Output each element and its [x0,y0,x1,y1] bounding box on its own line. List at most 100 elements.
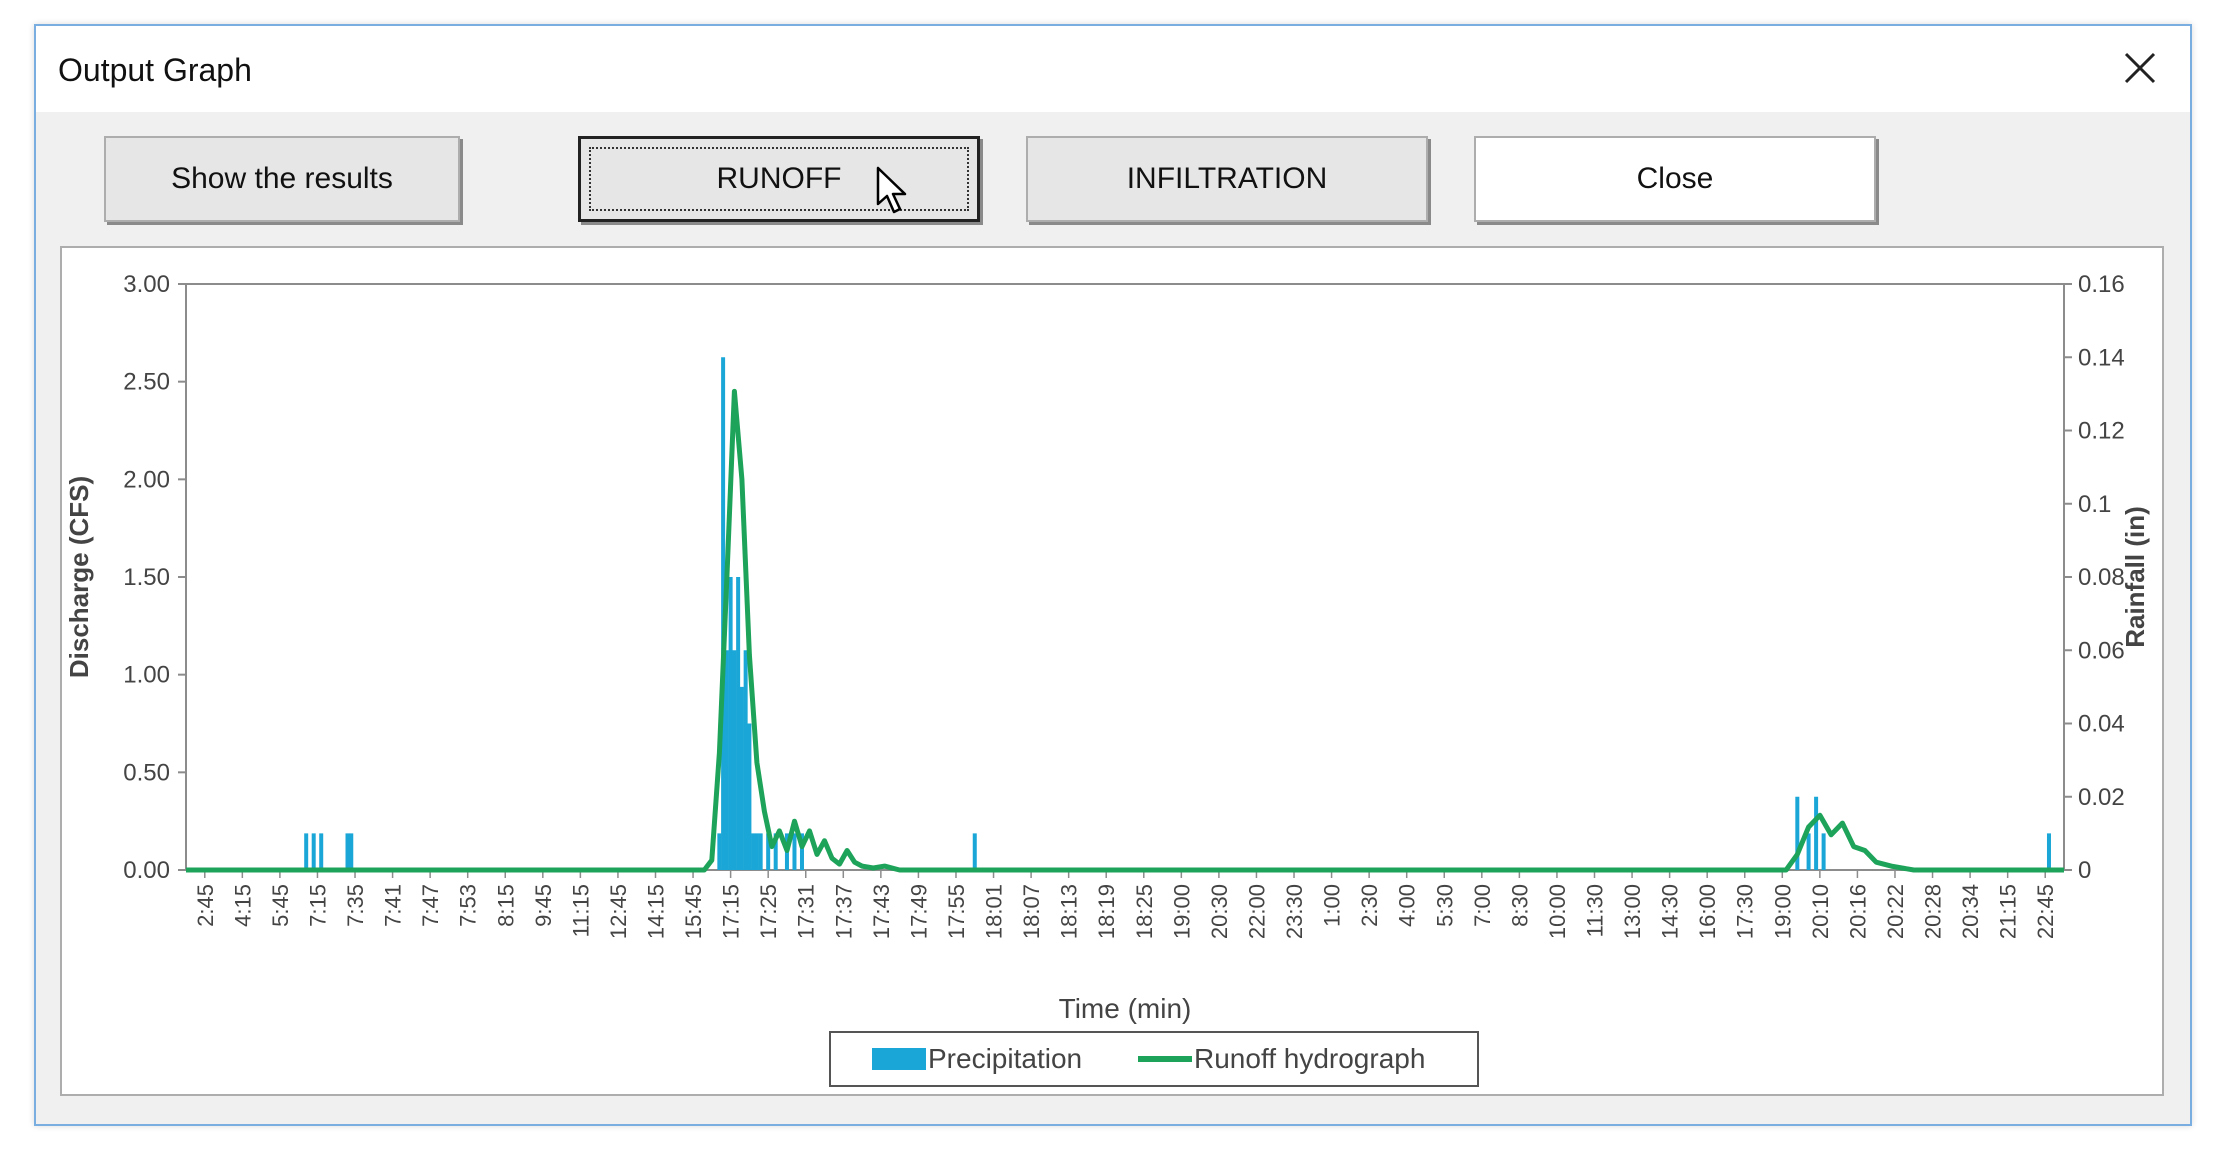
y2-tick-label: 0.04 [2078,711,2125,738]
x-tick-label: 22:00 [1244,884,1269,939]
x-tick-label: 22:45 [2033,884,2058,939]
infiltration-button[interactable]: INFILTRATION [1026,136,1428,222]
y2-axis-title: Rainfall (in) [2120,506,2150,648]
window-title: Output Graph [58,52,252,88]
precipitation-bar [758,833,763,870]
plot-border [185,283,2065,871]
chart-area: 0.00 0.50 1.00 1.50 2.00 2.50 3.00 0 0.02 0.04 0.0… [60,246,2164,1096]
precipitation-bar [319,833,324,870]
precipitation-bar [1814,796,1819,870]
y-tick-label: 0.50 [123,759,170,786]
x-tick-label: 12:45 [606,884,631,939]
x-tick-label: 7:41 [381,884,406,927]
y2-tick-label: 0.06 [2078,637,2125,664]
precipitation-bar [743,650,748,870]
y2-tick-label: 0.1 [2078,491,2111,518]
precipitation-bar [728,577,733,870]
x-tick-label: 18:07 [1019,884,1044,939]
x-tick-label: 7:47 [418,884,443,927]
y-tick-label: 1.00 [123,662,170,689]
x-tick-label: 14:15 [644,884,669,939]
precipitation-bar [747,723,752,870]
x-tick-label: 19:00 [1770,884,1795,939]
precipitation-bar [799,833,804,870]
x-tick-label: 17:49 [906,884,931,939]
close-button[interactable]: Close [1474,136,1876,222]
legend-precipitation-label: Precipitation [928,1043,1082,1074]
x-tick-label: 20:16 [1845,884,1870,939]
precipitation-bar [1795,796,1800,870]
x-tick-label: 4:00 [1395,884,1420,927]
x-tick-label: 15:45 [681,884,706,939]
show-results-label: Show the results [171,162,393,195]
x-tick-label: 20:28 [1921,884,1946,939]
legend-precipitation-swatch [872,1048,926,1070]
x-tick-label: 17:31 [794,884,819,939]
x-tick-label: 11:30 [1583,884,1608,937]
close-icon[interactable] [2120,48,2160,88]
y2-tick-label: 0.08 [2078,564,2125,591]
precipitation-bar [1806,833,1811,870]
y2-tick-label: 0 [2078,857,2091,884]
precipitation-bar [766,833,771,870]
x-tick-label: 18:01 [982,884,1007,939]
precipitation-bar [732,650,737,870]
y2-tick-label: 0.14 [2078,344,2125,371]
x-tick-label: 17:43 [869,884,894,939]
precipitation-bar [345,833,350,870]
x-tick-label: 7:53 [456,884,481,927]
title-bar: Output Graph [36,26,2190,112]
runoff-hydrograph-line [186,388,2064,873]
x-tick-label: 17:37 [831,884,856,939]
show-results-button[interactable]: Show the results [104,136,460,222]
y-tick-label: 2.50 [123,369,170,396]
x-tick-label: 18:25 [1132,884,1157,939]
precipitation-bar [736,577,741,870]
x-tick-label: 8:30 [1507,884,1532,927]
x-tick-label: 17:55 [944,884,969,939]
close-label: Close [1636,162,1714,195]
x-tick-label: 5:30 [1432,884,1457,927]
output-graph-window: Output Graph Show the results RUNOFF INF… [34,24,2192,1126]
x-tick-label: 2:45 [193,884,218,927]
precipitation-bar [349,833,354,870]
precipitation-bar [1821,833,1826,870]
x-tick-label: 7:15 [305,884,330,927]
mouse-cursor-icon [876,166,907,214]
x-tick-label: 18:19 [1094,884,1119,939]
x-tick-label: 23:30 [1282,884,1307,939]
precipitation-bar [773,833,778,870]
y2-tick-label: 0.02 [2078,784,2125,811]
infiltration-label: INFILTRATION [1126,162,1328,195]
x-tick-label: 18:13 [1057,884,1082,939]
x-tick-label: 13:00 [1620,884,1645,939]
x-tick-label: 20:10 [1808,884,1833,939]
x-tick-label: 4:15 [230,884,255,927]
precipitation-bar [972,833,977,870]
x-tick-label: 17:25 [756,884,781,939]
x-tick-label: 14:30 [1658,884,1683,939]
x-tick-label: 5:45 [268,884,293,927]
x-axis-title: Time (min) [1059,993,1192,1024]
y-tick-label: 0.00 [123,857,170,884]
y2-tick-label: 0.12 [2078,418,2125,445]
y-tick-label: 1.50 [123,564,170,591]
x-tick-label: 21:15 [1996,884,2021,939]
runoff-button[interactable]: RUNOFF [578,136,980,222]
x-tick-label: 11:15 [568,884,593,937]
precipitation-bar [717,833,722,870]
precipitation-bar [754,833,759,870]
x-tick-label: 19:00 [1169,884,1194,939]
precipitation-bar [724,650,729,870]
x-tick-label: 17:30 [1733,884,1758,939]
x-tick-label: 17:15 [719,884,744,939]
x-tick-label: 10:00 [1545,884,1570,939]
x-tick-label: 20:30 [1207,884,1232,939]
y-tick-label: 3.00 [123,271,170,298]
precipitation-bar [739,686,744,870]
x-tick-label: 20:22 [1883,884,1908,939]
x-tick-label: 1:00 [1320,884,1345,927]
precipitation-bar [304,833,309,870]
y-tick-label: 2.00 [123,466,170,493]
runoff-label: RUNOFF [716,162,842,195]
